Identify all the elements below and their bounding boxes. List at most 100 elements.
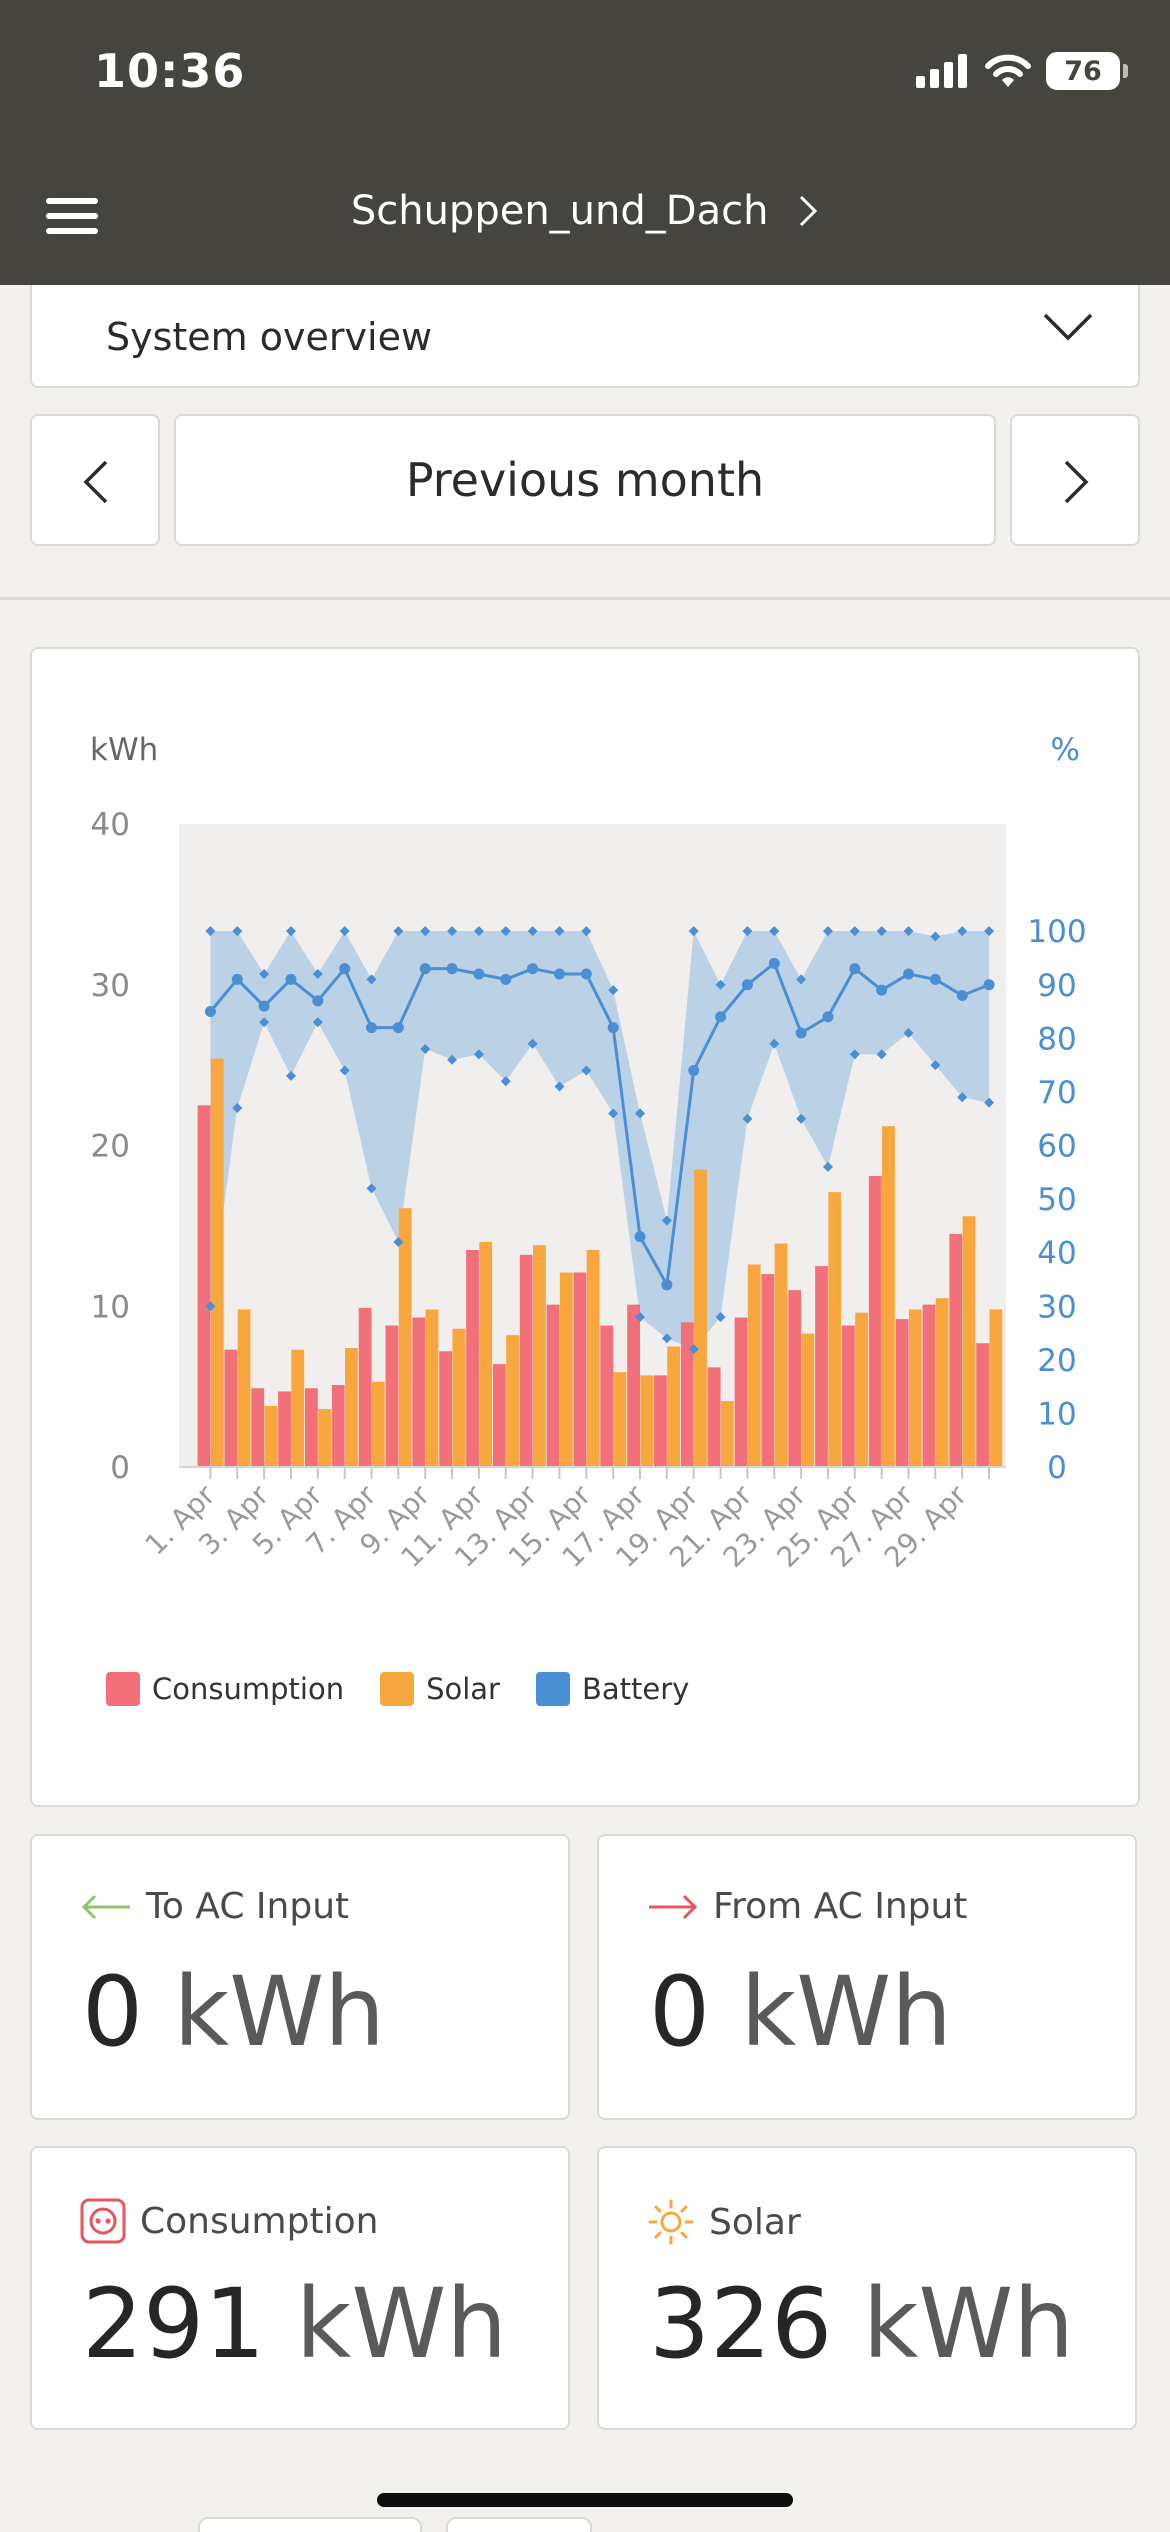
battery-range-marker — [822, 926, 833, 937]
battery-range-marker — [957, 926, 968, 937]
consumption-card[interactable]: Consumption 291 kWh — [30, 2146, 570, 2430]
y-axis-left: 0 10 20 30 40 — [91, 807, 130, 1486]
solar-bar — [882, 1126, 895, 1467]
y-tick-label: 30 — [91, 968, 130, 1004]
consumption-bar — [815, 1266, 828, 1467]
consumption-bar — [949, 1233, 963, 1467]
solar-bar — [371, 1381, 385, 1467]
consumption-bar — [654, 1375, 667, 1467]
y-tick-label: 20 — [91, 1129, 130, 1165]
legend-swatch — [535, 1672, 570, 1706]
stat-header: From AC Input — [647, 1886, 967, 1927]
battery-range-marker — [769, 926, 780, 937]
status-icons: 76 — [916, 52, 1128, 90]
solar-bar — [398, 1208, 412, 1467]
battery-range-marker — [285, 926, 296, 937]
battery-range-marker — [473, 1049, 484, 1060]
y-tick-label: 40 — [91, 807, 130, 843]
battery-range-marker — [554, 926, 565, 937]
battery-range-marker — [661, 1215, 672, 1226]
stat-label: Consumption — [140, 2200, 379, 2242]
next-period-button[interactable] — [1010, 414, 1140, 546]
battery-level: 76 — [1064, 55, 1102, 87]
battery-range-marker — [312, 969, 323, 980]
period-label: Previous month — [405, 453, 765, 507]
solar-card[interactable]: Solar 326 kWh — [597, 2146, 1137, 2430]
solar-bar — [533, 1245, 546, 1467]
y-tick-label: 10 — [91, 1289, 130, 1325]
battery-point — [204, 1006, 216, 1018]
battery-range-marker — [554, 1081, 565, 1092]
solar-bar — [667, 1346, 681, 1467]
legend-item-battery[interactable]: Battery — [535, 1672, 689, 1706]
previous-period-button[interactable] — [30, 414, 160, 546]
legend-item-consumption[interactable]: Consumption — [106, 1672, 344, 1706]
solar-bar — [559, 1272, 573, 1467]
y-right-tick-label: 60 — [1037, 1129, 1076, 1165]
solar-bar — [747, 1264, 761, 1467]
solar-bar — [962, 1216, 976, 1467]
consumption-bar — [305, 1388, 318, 1467]
power-outlet-icon — [80, 2198, 126, 2244]
stat-unit: kWh — [740, 1956, 952, 2068]
battery-point — [849, 963, 861, 975]
arrow-right-icon — [649, 1894, 698, 1919]
consumption-bar — [788, 1290, 802, 1467]
next-card-peek — [198, 2517, 422, 2532]
battery-range-marker — [339, 926, 350, 937]
solar-bar — [452, 1328, 466, 1467]
solar-bar — [855, 1312, 868, 1467]
consumption-bar — [707, 1367, 721, 1467]
stat-unit: kWh — [862, 2268, 1075, 2380]
y-right-tick-label: 80 — [1037, 1021, 1076, 1057]
site-selector[interactable]: Schuppen_und_Dach — [0, 188, 1170, 234]
battery-point — [419, 963, 431, 975]
battery-point — [688, 1064, 700, 1076]
battery-point — [929, 973, 941, 985]
battery-point — [661, 1279, 673, 1291]
solar-bar — [264, 1405, 278, 1467]
battery-range-marker — [447, 1054, 458, 1065]
battery-range-marker — [232, 1102, 243, 1113]
battery-range-marker — [420, 926, 431, 937]
bar-series — [197, 1058, 1003, 1467]
solar-bar — [237, 1309, 251, 1467]
hamburger-menu-icon[interactable] — [46, 190, 98, 242]
battery-point — [876, 984, 888, 996]
battery-range-marker — [366, 974, 377, 985]
battery-range-marker — [688, 1344, 699, 1355]
solar-bar — [720, 1401, 734, 1467]
battery-point — [500, 973, 512, 985]
status-time: 10:36 — [94, 44, 246, 98]
stat-label: From AC Input — [713, 1886, 968, 1927]
period-selector-button[interactable]: Previous month — [174, 414, 996, 546]
consumption-bar — [573, 1272, 587, 1467]
battery-point — [768, 957, 780, 969]
battery-point — [580, 968, 592, 980]
consumption-bar — [439, 1351, 453, 1467]
section-divider — [0, 597, 1170, 600]
battery-range-marker — [661, 1333, 672, 1344]
energy-chart-card: 0 10 20 30 40 0 10 20 30 40 50 60 70 80 90 100 1. Apr 3… — [30, 647, 1140, 1807]
legend-label: Solar — [426, 1672, 500, 1706]
stat-unit: kWh — [295, 2268, 508, 2380]
battery-range-marker — [742, 926, 753, 937]
battery-point — [231, 973, 243, 985]
consumption-bar — [734, 1317, 748, 1467]
battery-range-marker — [581, 926, 592, 937]
from-ac-input-card[interactable]: From AC Input 0 kWh — [597, 1834, 1137, 2120]
stat-number: 326 — [649, 2268, 833, 2380]
view-dropdown[interactable]: System overview — [30, 285, 1140, 388]
to-ac-input-card[interactable]: To AC Input 0 kWh — [30, 1834, 570, 2120]
y-right-tick-label: 50 — [1037, 1182, 1076, 1218]
legend-item-solar[interactable]: Solar — [380, 1672, 500, 1706]
solar-bar — [828, 1192, 842, 1467]
battery-point — [446, 963, 458, 975]
battery-point — [366, 1022, 378, 1034]
solar-bar — [586, 1249, 600, 1467]
battery-point — [903, 968, 915, 980]
battery-range-area — [210, 931, 990, 1350]
battery-range-marker — [930, 1060, 941, 1071]
battery-range-marker — [876, 926, 887, 937]
